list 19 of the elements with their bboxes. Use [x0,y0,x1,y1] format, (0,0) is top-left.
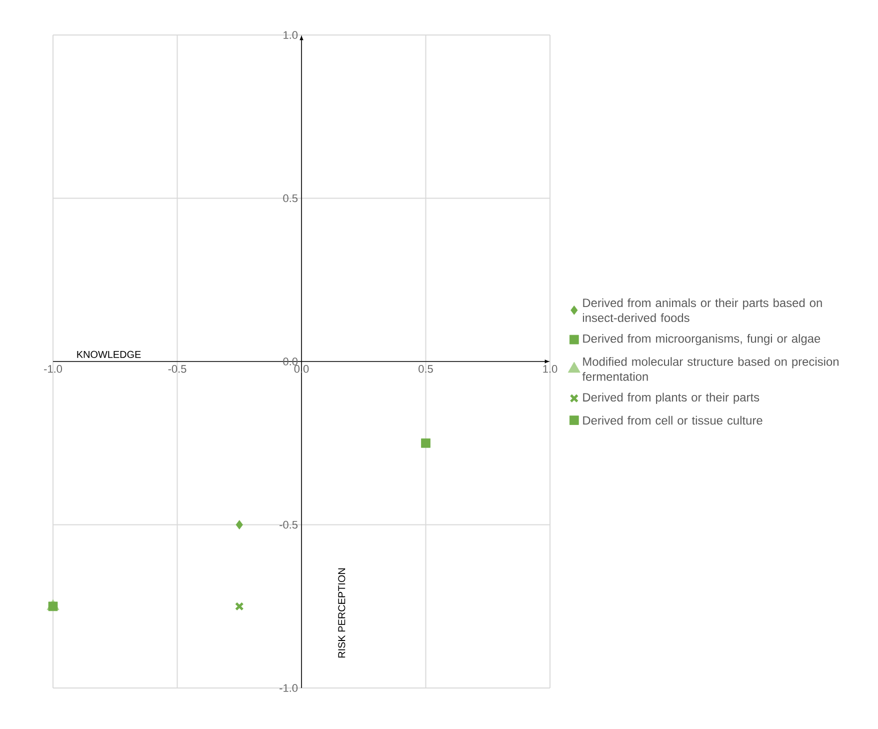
legend-label: Modified molecular structure based on precision fermentation [582,357,839,381]
legend-label: Derived from plants or their parts [583,392,760,404]
point [421,438,430,448]
y-tick-label: 1.0 [284,31,298,39]
y-axis-title: RISK PERCEPTION [338,568,346,658]
legend-label: Derived from microorganisms, fungi or algae [583,334,820,346]
legend-label: Derived from animals or their parts based on insect-derived foods [582,298,822,322]
x-tick-label: -0.5 [168,365,186,373]
y-tick-label: 0.5 [283,194,298,202]
x-tick-label: 0.5 [418,365,433,373]
point [236,520,243,530]
legend-label: Derived from cell or tissue culture [583,416,762,425]
y-tick-label: -0.5 [280,520,298,529]
point [234,602,244,611]
y-tick-label: -1.0 [280,684,298,692]
x-tick-label: 1.0 [543,365,558,373]
x-axis-title: KNOWLEDGE [77,350,141,358]
x-tick-label: -1.0 [44,365,62,373]
point [48,602,58,612]
